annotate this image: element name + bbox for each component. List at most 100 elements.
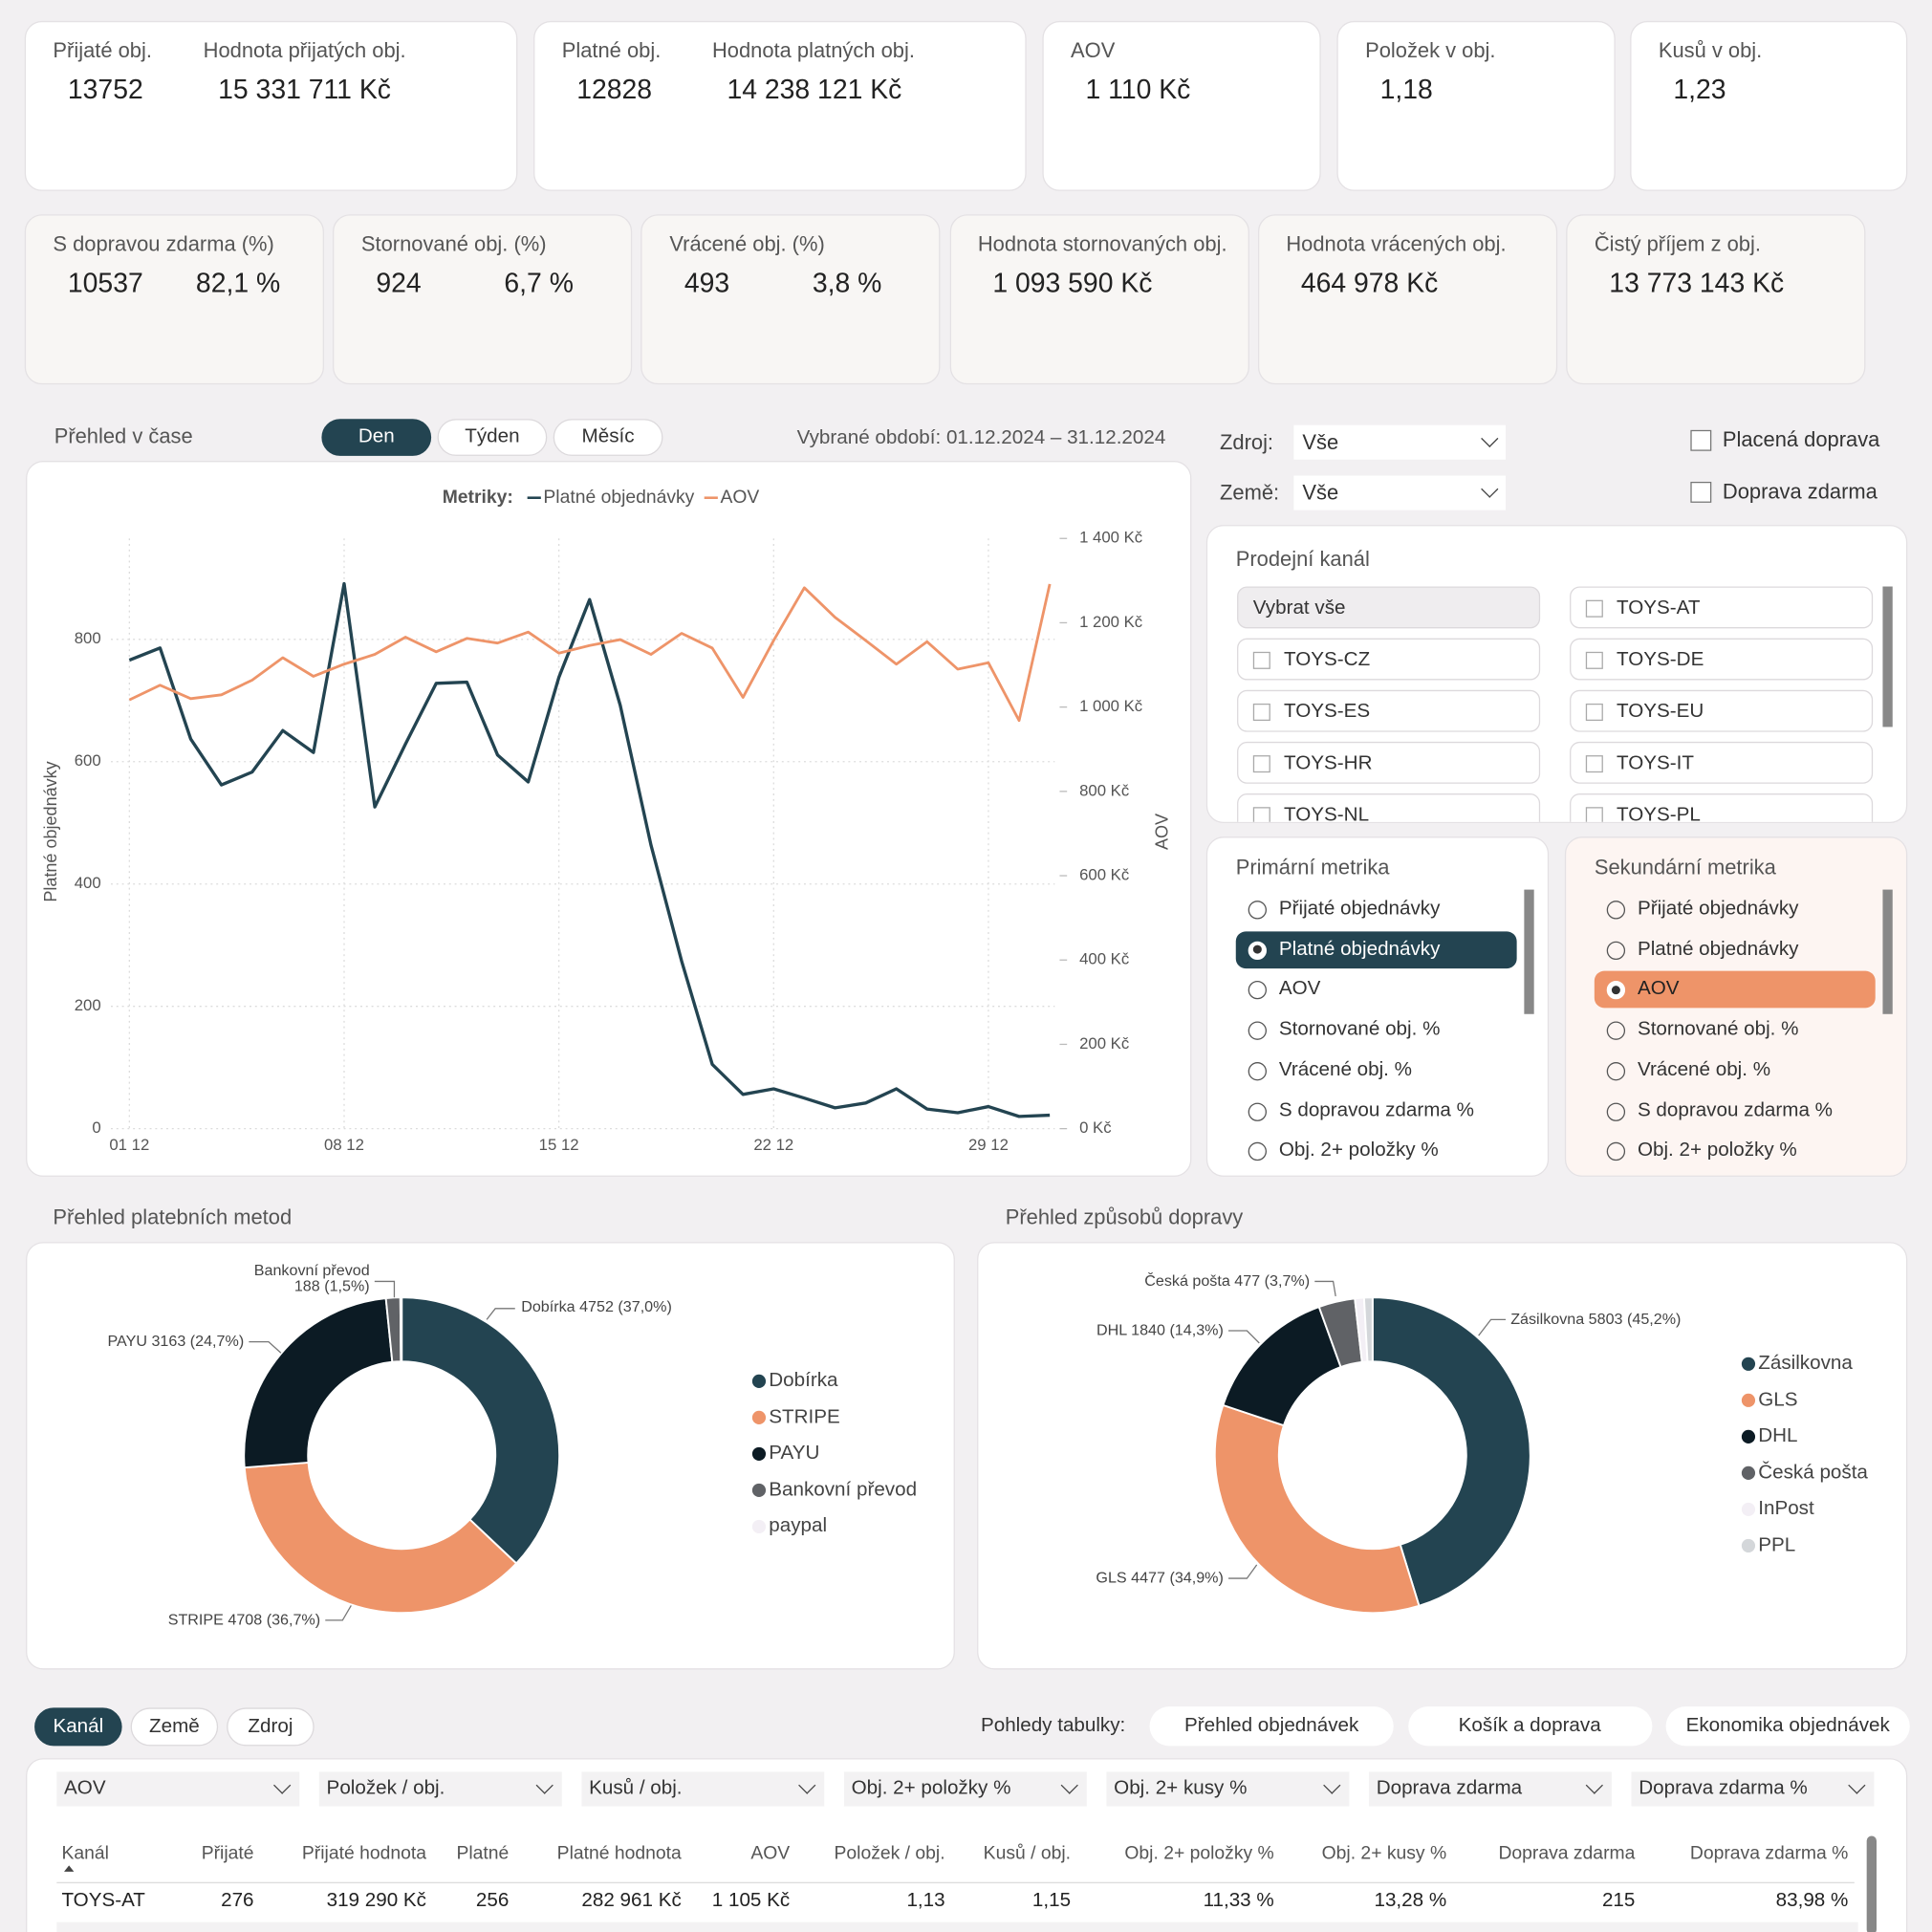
channel-label: TOYS-HR [1284, 752, 1373, 774]
kpi-label: Vrácené obj. (%) [669, 231, 825, 256]
column-select[interactable] [56, 1771, 300, 1807]
radio[interactable] [1248, 941, 1267, 960]
channel-option[interactable]: TOYS-ES [1237, 689, 1541, 732]
x-tick-label: 01 12 [109, 1136, 149, 1154]
table-cell: TOYS-AT [61, 1890, 145, 1912]
checkbox[interactable] [1690, 429, 1712, 451]
channel-option[interactable]: TOYS-NL [1237, 793, 1541, 822]
donut-slice [243, 1296, 394, 1469]
legend-title: Metriky: [443, 488, 513, 508]
channel-option[interactable]: Vybrat vše [1237, 586, 1541, 629]
radio[interactable] [1248, 1101, 1267, 1121]
kpi-value: 493 [684, 267, 730, 298]
legend-swatch [1741, 1393, 1756, 1407]
filter-value: Vše [1302, 481, 1339, 505]
table-cell: 11,33 % [1203, 1890, 1274, 1912]
leader-line [486, 1308, 515, 1320]
data-label: Bankovní převod 188 (1,5%) [253, 1261, 370, 1295]
y-tick-label: 0 [92, 1118, 100, 1137]
legend-swatch [1741, 1465, 1756, 1480]
legend-swatch [751, 1446, 767, 1461]
radio[interactable] [1248, 1021, 1267, 1040]
table-tab[interactable]: Zdroj [227, 1707, 315, 1747]
leader-line [374, 1280, 396, 1298]
column-select-value: Doprava zdarma [1376, 1777, 1523, 1799]
x-tick-label: 15 12 [539, 1136, 579, 1154]
scrollbar [1866, 1835, 1877, 1932]
kpi-value: 10537 [67, 267, 143, 298]
radio[interactable] [1248, 1061, 1267, 1081]
radio[interactable] [1606, 981, 1626, 1000]
period-button[interactable]: Týden [437, 419, 548, 456]
kpi-card [533, 20, 1027, 191]
metric-card: Primární metrika Přijaté objednávky Platné… [1205, 836, 1550, 1177]
filter-select[interactable] [1293, 424, 1507, 460]
radio[interactable] [1606, 901, 1626, 920]
kpi-value: 6,7 % [504, 267, 574, 298]
filter-select[interactable] [1293, 475, 1507, 510]
table-tab[interactable]: Kanál [34, 1707, 122, 1747]
radio[interactable] [1606, 1061, 1626, 1081]
radio[interactable] [1606, 941, 1626, 960]
radio[interactable] [1606, 1101, 1626, 1121]
radio[interactable] [1606, 1142, 1626, 1161]
chart-card [26, 461, 1192, 1177]
checkbox [1585, 755, 1603, 773]
card-title: Primární metrika [1235, 856, 1390, 879]
column-header: Platné [456, 1842, 510, 1864]
data-label: STRIPE 4708 (36,7%) [167, 1611, 321, 1629]
y2-tick-label: 200 Kč [1079, 1034, 1129, 1053]
radio[interactable] [1606, 1021, 1626, 1040]
table-cell: 1 105 Kč [711, 1890, 791, 1912]
column-select[interactable] [581, 1771, 825, 1807]
channel-option[interactable]: TOYS-DE [1570, 638, 1874, 681]
kpi-card [24, 214, 324, 385]
metric-option: Stornované obj. % [1637, 1019, 1799, 1040]
radio[interactable] [1248, 1142, 1267, 1161]
channel-option[interactable]: TOYS-EU [1570, 689, 1874, 732]
kpi-label: Hodnota stornovaných obj. [977, 231, 1227, 256]
column-header: AOV [750, 1842, 791, 1864]
kpi-card [1257, 214, 1557, 385]
x-tick-label: 22 12 [753, 1136, 793, 1154]
view-button[interactable]: Košík a doprava [1407, 1706, 1652, 1747]
checkbox[interactable] [1690, 481, 1712, 503]
view-button[interactable]: Přehled objednávek [1149, 1706, 1394, 1747]
table-tab[interactable]: Země [130, 1707, 219, 1747]
metric-option: Přijaté objednávky [1637, 898, 1799, 920]
checkbox [1585, 651, 1603, 669]
column-header: Přijaté hodnota [301, 1842, 426, 1864]
kpi-value: 15 331 711 Kč [218, 74, 391, 105]
radio[interactable] [1248, 901, 1267, 920]
view-button[interactable]: Ekonomika objednávek [1665, 1706, 1910, 1747]
kpi-label: Hodnota platných obj. [711, 38, 915, 63]
views-label: Pohledy tabulky: [980, 1715, 1126, 1737]
column-select[interactable] [1106, 1771, 1350, 1807]
legend-label: PAYU [769, 1443, 820, 1465]
column-select[interactable] [1631, 1771, 1875, 1807]
channel-option[interactable]: TOYS-PL [1570, 793, 1874, 822]
channel-option[interactable]: TOYS-IT [1570, 741, 1874, 784]
data-label: Česká pošta 477 (3,7%) [1144, 1271, 1311, 1290]
metric-option: S dopravou zdarma % [1637, 1099, 1833, 1121]
channel-option[interactable]: TOYS-HR [1237, 741, 1541, 784]
column-select[interactable] [1368, 1771, 1612, 1807]
series-line [128, 583, 1052, 723]
channel-option[interactable]: TOYS-AT [1570, 586, 1874, 629]
column-header: Obj. 2+ položky % [1124, 1842, 1274, 1864]
channel-label: TOYS-DE [1617, 649, 1704, 671]
checkbox-label: Doprava zdarma [1722, 480, 1878, 504]
period-button[interactable]: Den [321, 419, 432, 456]
period-button[interactable]: Měsíc [553, 419, 663, 456]
y2-tick-label: 0 Kč [1079, 1118, 1112, 1137]
section-title: Přehled v čase [54, 424, 193, 448]
legend-swatch [751, 1374, 767, 1388]
metric-option: Stornované obj. % [1278, 1019, 1441, 1040]
legend-swatch [751, 1410, 767, 1424]
channel-option[interactable]: TOYS-CZ [1237, 638, 1541, 681]
radio[interactable] [1248, 981, 1267, 1000]
column-select[interactable] [843, 1771, 1087, 1807]
leader-line [1314, 1280, 1336, 1297]
column-select[interactable] [318, 1771, 562, 1807]
